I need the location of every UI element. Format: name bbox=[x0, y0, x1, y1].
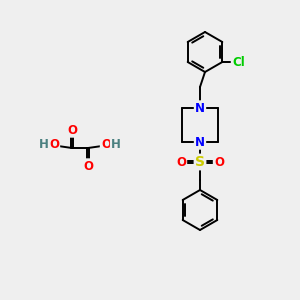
Text: O: O bbox=[49, 139, 59, 152]
Text: O: O bbox=[67, 124, 77, 136]
Text: H: H bbox=[111, 139, 121, 152]
Text: S: S bbox=[195, 155, 205, 169]
Text: N: N bbox=[195, 101, 205, 115]
Text: N: N bbox=[195, 136, 205, 148]
Text: H: H bbox=[39, 139, 49, 152]
Text: Cl: Cl bbox=[232, 56, 245, 68]
Text: O: O bbox=[83, 160, 93, 172]
Text: O: O bbox=[101, 139, 111, 152]
Text: O: O bbox=[214, 155, 224, 169]
Text: O: O bbox=[176, 155, 186, 169]
